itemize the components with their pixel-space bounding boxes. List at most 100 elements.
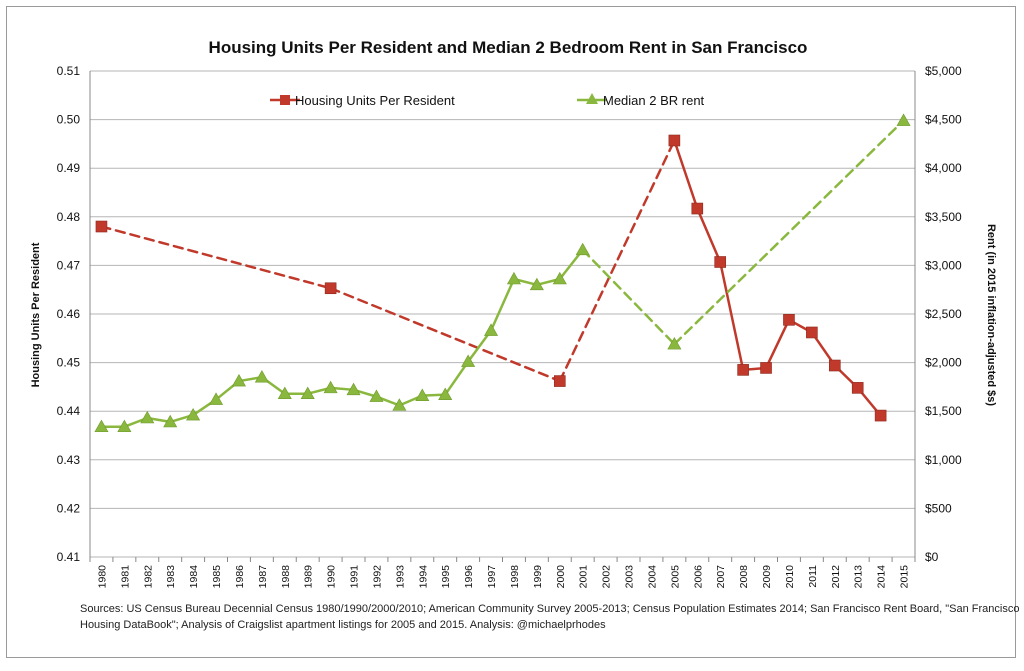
x-tick-label: 1995 xyxy=(440,565,452,589)
x-tick-label: 1989 xyxy=(303,565,315,589)
rent-data-point xyxy=(461,354,476,367)
series-1-segment xyxy=(489,277,516,332)
x-tick-label: 2000 xyxy=(555,565,567,589)
x-tick-label: 1993 xyxy=(394,565,406,589)
rent-data-point xyxy=(896,113,911,126)
x-tick-label: 2008 xyxy=(738,565,750,589)
x-tick-label: 2004 xyxy=(646,565,658,589)
rent-data-point xyxy=(667,337,682,350)
housing-data-point xyxy=(760,362,772,374)
x-tick-label: 2009 xyxy=(761,565,773,589)
x-tick-label: 2005 xyxy=(669,565,681,589)
x-tick-label: 1998 xyxy=(509,565,521,589)
x-tick-label: 1984 xyxy=(188,565,200,589)
right-y-tick-label: $500 xyxy=(925,501,952,515)
left-y-tick-label: 0.47 xyxy=(57,258,81,272)
rent-data-point xyxy=(346,382,361,396)
x-tick-label: 1986 xyxy=(234,565,246,589)
rent-data-point xyxy=(484,323,499,336)
source-note-line2: Housing DataBook"; Analysis of Craigslis… xyxy=(80,619,606,631)
chart-title: Housing Units Per Resident and Median 2 … xyxy=(209,38,808,57)
rent-data-point xyxy=(163,414,178,428)
left-y-tick-label: 0.44 xyxy=(57,404,81,418)
right-y-tick-label: $4,500 xyxy=(925,113,962,127)
rent-data-point xyxy=(300,386,315,400)
housing-data-point xyxy=(668,134,681,147)
legend-rent-triangle-marker xyxy=(586,93,598,104)
series-0-segment xyxy=(100,225,332,290)
rent-data-point xyxy=(552,271,567,285)
x-tick-label: 2006 xyxy=(692,565,704,589)
x-tick-label: 1985 xyxy=(211,565,223,589)
rent-data-point xyxy=(392,398,407,411)
right-y-tick-label: $3,500 xyxy=(925,210,962,224)
rent-data-point xyxy=(506,271,521,285)
housing-data-point xyxy=(783,314,795,326)
rent-data-point xyxy=(438,387,453,400)
series-markers xyxy=(94,113,911,433)
x-tick-label: 2007 xyxy=(715,565,727,589)
series-1-segment xyxy=(581,248,676,346)
x-tick-label: 1999 xyxy=(532,565,544,589)
right-y-tick-label: $0 xyxy=(925,550,939,564)
housing-data-point xyxy=(324,282,337,295)
housing-data-point xyxy=(714,256,727,268)
housing-data-point xyxy=(851,382,864,394)
rent-data-point xyxy=(94,419,109,433)
housing-data-point xyxy=(737,364,749,376)
x-tick-label: 2011 xyxy=(807,565,819,588)
x-tick-label: 1992 xyxy=(371,565,383,589)
right-y-tick-label: $1,000 xyxy=(925,453,962,467)
x-tick-label: 2003 xyxy=(624,565,636,589)
housing-data-point xyxy=(874,409,887,422)
series-1-segment xyxy=(443,360,470,396)
rent-data-point xyxy=(117,419,132,433)
series-0-segment xyxy=(329,286,562,383)
series-1-segment xyxy=(673,119,905,346)
legend-rent-label: Median 2 BR rent xyxy=(603,93,705,108)
rent-data-point xyxy=(140,410,155,424)
x-tick-label: 2015 xyxy=(899,565,911,589)
x-tick-label: 1981 xyxy=(119,565,131,589)
right-y-tick-label: $2,500 xyxy=(925,307,962,321)
gridlines xyxy=(89,70,916,562)
x-tick-label: 2010 xyxy=(784,565,796,589)
series-0-segment xyxy=(764,318,791,370)
x-tick-label: 2012 xyxy=(830,565,842,589)
right-y-tick-label: $4,000 xyxy=(925,161,962,175)
x-tick-label: 1980 xyxy=(96,565,108,589)
housing-data-point xyxy=(553,375,566,387)
rent-data-point xyxy=(186,407,201,421)
housing-data-point xyxy=(691,202,704,215)
left-y-tick-label: 0.48 xyxy=(57,210,81,224)
left-y-tick-label: 0.50 xyxy=(57,113,81,127)
series-lines xyxy=(100,119,905,429)
left-y-tick-label: 0.43 xyxy=(57,453,81,467)
rent-data-point xyxy=(254,370,269,383)
left-y-tick-label: 0.41 xyxy=(57,550,81,564)
housing-data-point xyxy=(806,326,818,339)
x-tick-label: 1990 xyxy=(326,565,338,589)
left-y-tick-label: 0.51 xyxy=(57,64,81,78)
chart-frame xyxy=(6,6,1016,658)
left-axis-label: Housing Units Per Resident xyxy=(30,242,42,387)
series-0-segment xyxy=(718,260,745,372)
x-axis: 1980 1981 1982 1983 1984 1985 1986 1987 1988 1989… xyxy=(96,565,910,589)
x-tick-label: 2002 xyxy=(601,565,613,589)
rent-data-point xyxy=(323,380,338,394)
x-tick-label: 1983 xyxy=(165,565,177,589)
rent-data-point xyxy=(575,242,590,256)
series-0-segment xyxy=(696,207,722,264)
legend-housing-square-marker xyxy=(280,95,290,105)
right-axis-label: Rent (in 2015 inflation-adjusted $s) xyxy=(985,224,997,406)
x-tick-label: 2001 xyxy=(578,565,590,589)
right-y-tick-label: $2,000 xyxy=(925,356,962,370)
x-tick-label: 1987 xyxy=(257,565,269,589)
right-y-tick-label: $5,000 xyxy=(925,64,962,78)
series-0-segment xyxy=(673,139,699,210)
x-tick-label: 1997 xyxy=(486,565,498,589)
legend-housing-label: Housing Units Per Resident xyxy=(295,93,455,108)
x-tick-label: 1982 xyxy=(142,565,154,589)
x-tick-label: 1994 xyxy=(417,565,429,589)
